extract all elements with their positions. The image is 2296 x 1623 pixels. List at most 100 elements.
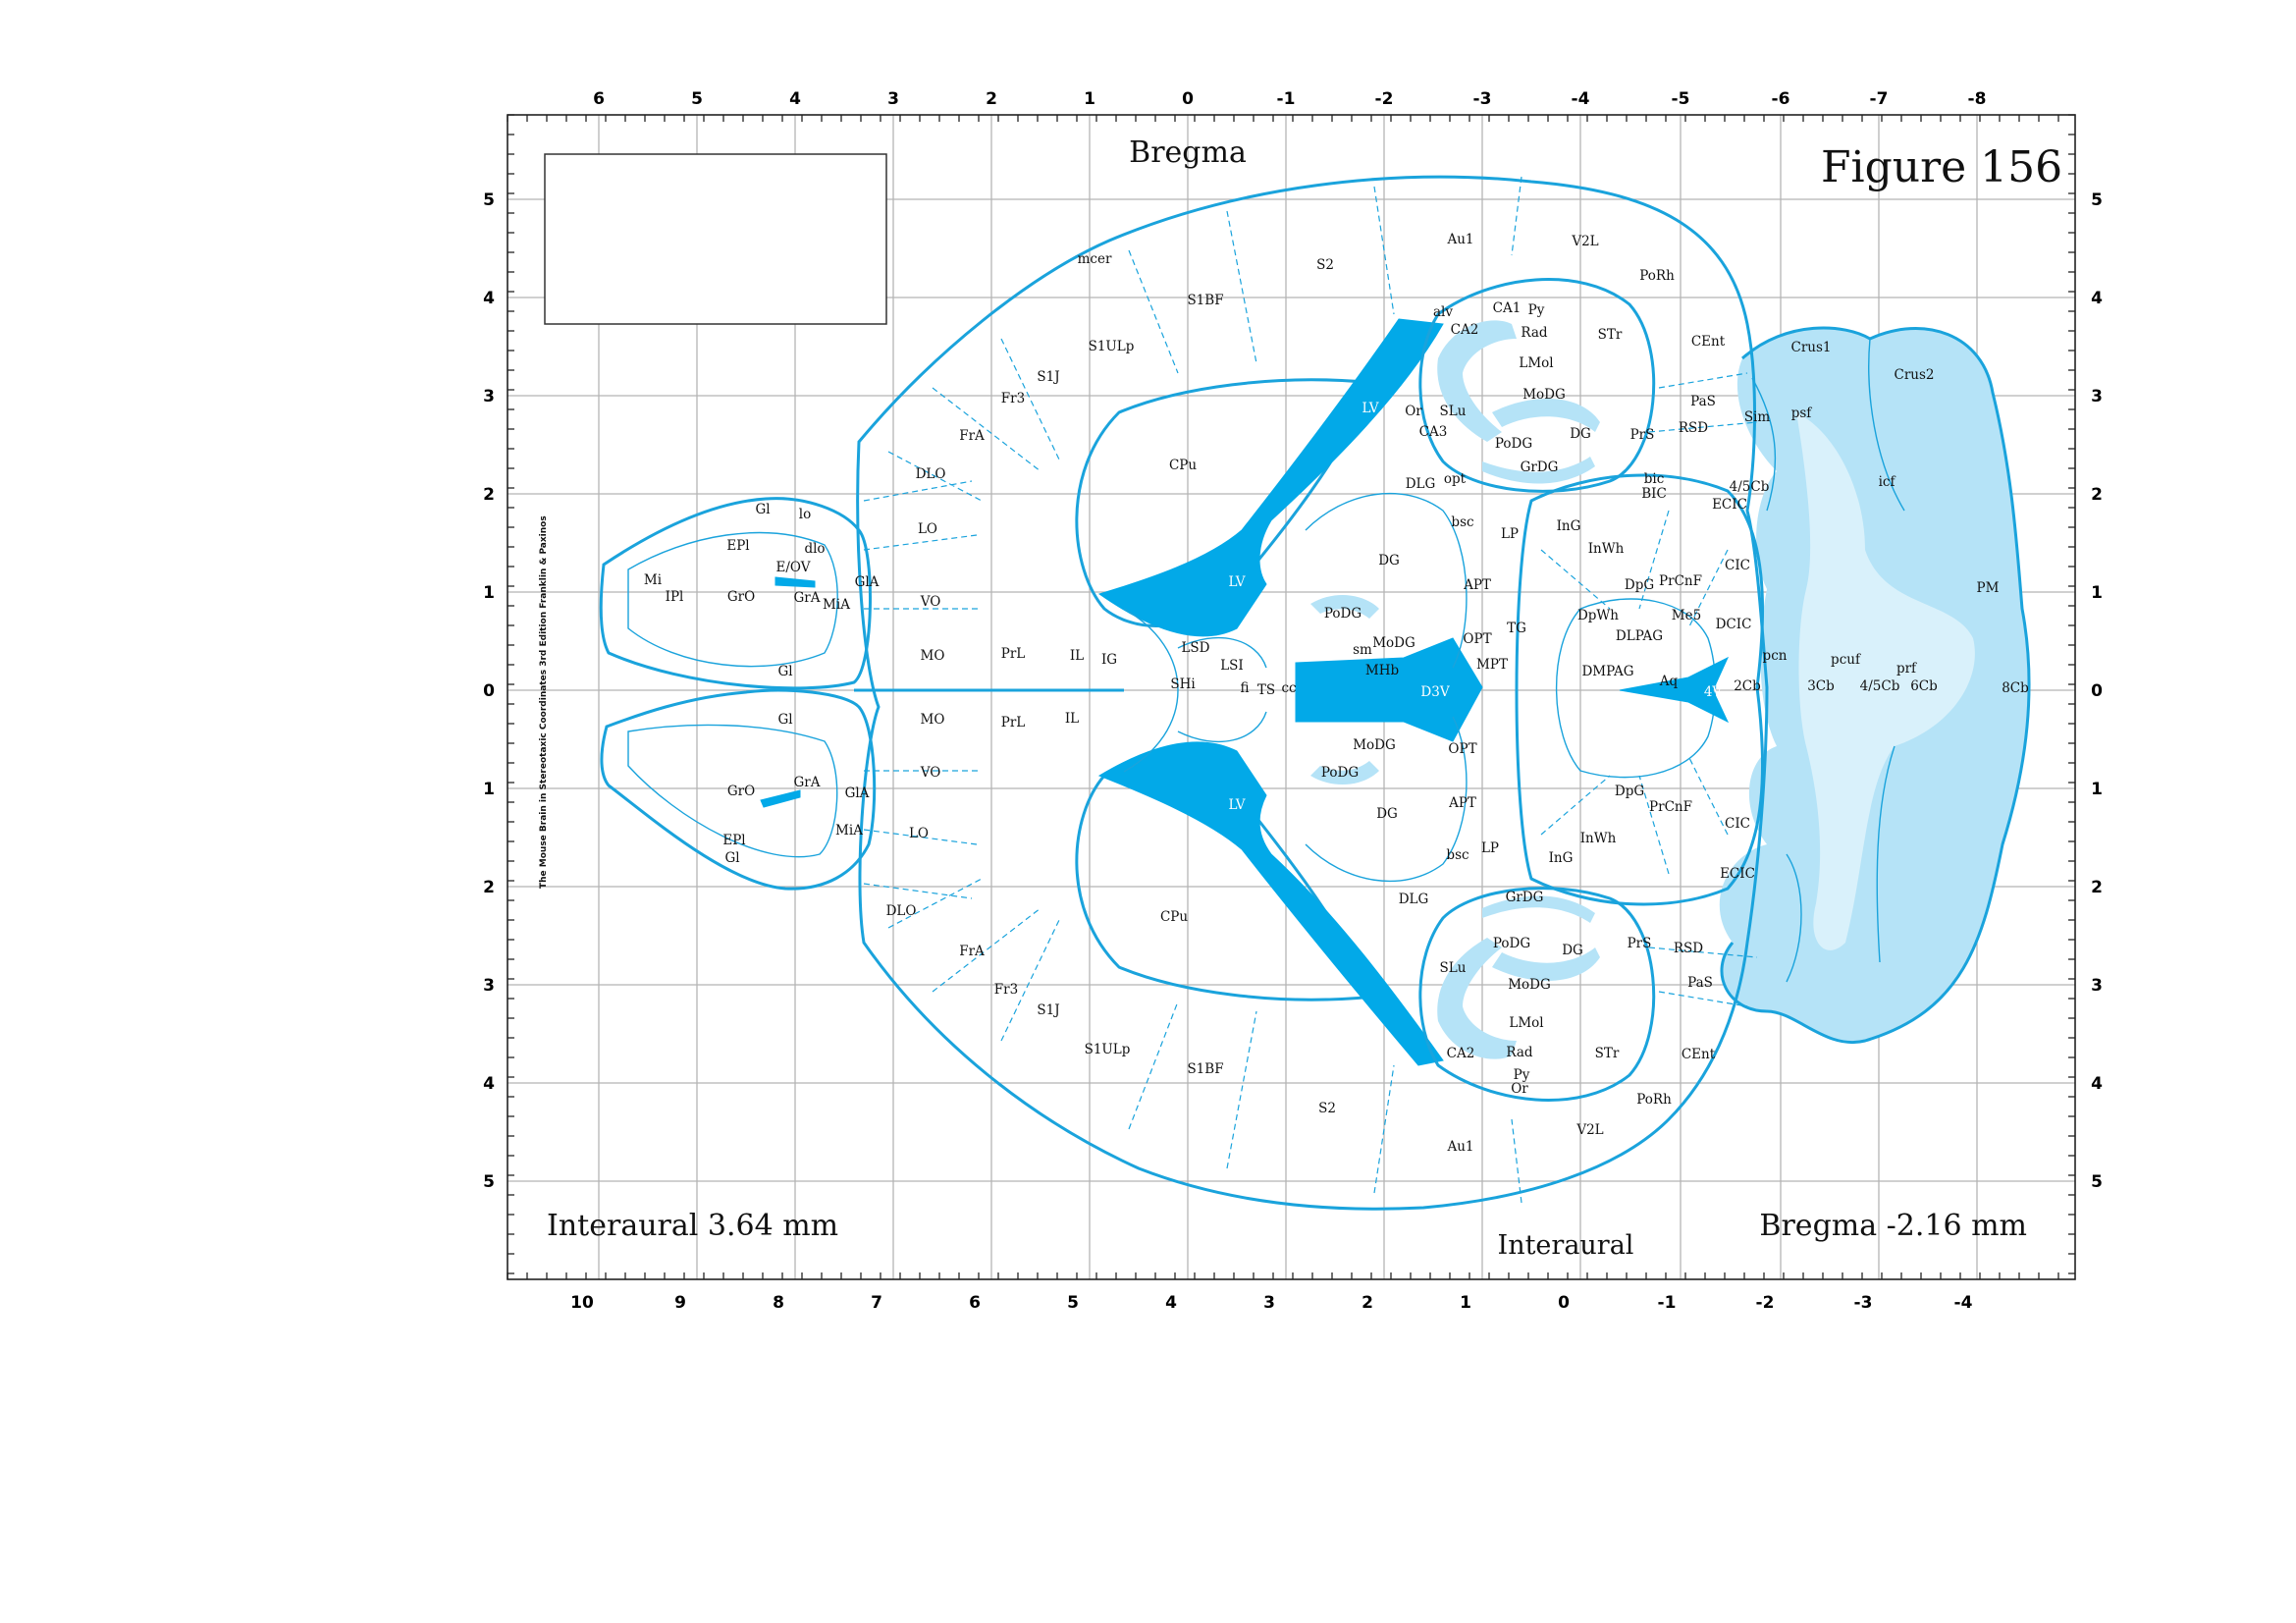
bottom-tick-label: -2 <box>1756 1293 1775 1313</box>
right-tick-label: 4 <box>2091 1074 2103 1094</box>
region-label-upper-v2l: V2L <box>1571 234 1598 249</box>
olfactory-inner-upper <box>627 531 838 668</box>
region-label-upper-cic: CIC <box>1725 558 1750 573</box>
region-label-olfactory-gla2: GlA <box>845 785 870 801</box>
credit-line: The Mouse Brain in Stereotaxic Coordinat… <box>539 515 549 889</box>
region-label-lower-pas: PaS <box>1687 975 1713 991</box>
region-label-upper-s1bf: S1BF <box>1187 293 1223 308</box>
region-label-upper-pas: PaS <box>1690 394 1716 409</box>
dentate-gyrus-lower <box>1482 895 1600 981</box>
region-label-lower-podg: PoDG <box>1321 765 1359 781</box>
region-label-cerebellum-crus1: Crus1 <box>1791 340 1832 355</box>
dentate-gyrus-upper <box>1482 399 1600 484</box>
top-tick-label: 1 <box>1084 89 1095 109</box>
podg-shapes <box>1310 594 1379 785</box>
brain-section <box>599 175 2031 1211</box>
region-label-lower-lmol: LMol <box>1509 1015 1543 1031</box>
region-label-cerebellum-pcuf: pcuf <box>1831 652 1861 668</box>
bottom-tick-label: 10 <box>570 1293 594 1313</box>
region-label-upper-lv2: LV <box>1228 574 1245 590</box>
region-label-olfactory-gl_mid: Gl <box>777 664 792 679</box>
region-label-upper-modg: MoDG <box>1522 387 1566 403</box>
region-label-olfactory-epl: EPl <box>726 538 749 554</box>
left-tick-label: 2 <box>483 878 495 897</box>
region-label-upper-or: Or <box>1405 404 1422 419</box>
region-label-lower-lo: LO <box>909 826 929 841</box>
aqueduct <box>1619 656 1730 724</box>
region-label-lower-v2l: V2L <box>1575 1122 1603 1138</box>
cerebellum-folia <box>1751 338 1905 983</box>
region-label-upper-inwh: InWh <box>1588 541 1625 557</box>
region-label-upper-cent: CEnt <box>1691 334 1726 350</box>
region-label-lower-au1: Au1 <box>1446 1139 1473 1155</box>
cerebellum-outline <box>1720 326 2031 1045</box>
region-label-lower-dlo: DLO <box>886 903 917 919</box>
region-label-lower-vo: VO <box>920 765 941 781</box>
region-label-olfactory-epl2: EPl <box>722 833 745 848</box>
left-tick-label: 3 <box>483 976 495 996</box>
region-label-lower-porh: PoRh <box>1636 1092 1672 1108</box>
left-tick-label: 0 <box>483 681 495 701</box>
region-label-upper-opt: opt <box>1444 471 1467 487</box>
olfactory-ventricle <box>760 576 816 808</box>
region-label-upper-dg: DG <box>1570 426 1591 442</box>
region-label-cerebellum-sim: Sim <box>1744 409 1771 425</box>
region-label-upper-au1: Au1 <box>1446 232 1473 247</box>
region-labels: mcer S2 Au1 V2L PoRh S1BF S1ULp S1J Fr3 FrA DLO LO V… <box>644 232 2029 1155</box>
blank-label-box <box>544 153 887 325</box>
region-label-lower-il: IL <box>1065 711 1079 727</box>
region-label-lower-dlg: DLG <box>1399 892 1429 907</box>
region-label-upper-ing: InG <box>1557 518 1581 534</box>
region-label-olfactory-gl_top: Gl <box>755 502 770 517</box>
region-label-upper-mcer: mcer <box>1078 251 1112 267</box>
region-label-lower-str: STr <box>1595 1046 1620 1061</box>
region-label-upper-me5: Me5 <box>1672 608 1701 623</box>
bottom-tick-label: 5 <box>1067 1293 1079 1313</box>
right-tick-label: 3 <box>2091 976 2103 996</box>
top-tick-label: 5 <box>691 89 703 109</box>
region-label-olfactory-dlo: dlo <box>804 541 825 557</box>
left-tick-label: 1 <box>483 583 495 603</box>
region-label-lower-prs: PrS <box>1628 936 1652 951</box>
interaural-caption: Interaural 3.64 mm <box>547 1209 838 1243</box>
region-label-olfactory-e_ov: E/OV <box>776 560 811 575</box>
bottom-tick-label: -4 <box>1954 1293 1973 1313</box>
bottom-tick-label: 0 <box>1558 1293 1570 1313</box>
region-label-lower-dg2: DG <box>1562 943 1583 958</box>
region-label-upper-ca2: CA2 <box>1451 322 1479 338</box>
region-label-upper-prs: PrS <box>1630 427 1655 443</box>
region-label-upper-il: IL <box>1070 648 1084 664</box>
region-label-upper-dpg: DpG <box>1625 577 1654 593</box>
region-label-upper-d3v: D3V <box>1420 684 1449 700</box>
olfactory-inner-lower <box>627 724 838 858</box>
region-label-lower-ecic: ECIC <box>1720 866 1755 882</box>
region-label-lower-cent: CEnt <box>1682 1047 1716 1062</box>
region-label-lower-cic: CIC <box>1725 816 1750 832</box>
region-label-olfactory-mia: MiA <box>823 597 850 613</box>
region-label-cerebellum-prf: prf <box>1896 661 1917 676</box>
region-label-cerebellum-eightcb: 8Cb <box>2002 680 2029 696</box>
cerebellum-white-matter <box>1796 412 1975 950</box>
top-tick-label: 2 <box>986 89 997 109</box>
region-label-lower-grdg: GrDG <box>1506 890 1544 905</box>
region-label-cerebellum-threecb: 3Cb <box>1807 678 1835 694</box>
region-label-upper-dcic: DCIC <box>1716 617 1752 632</box>
right-tick-label: 5 <box>2091 1172 2103 1192</box>
region-label-upper-aq: Aq <box>1659 674 1679 689</box>
region-label-lower-modg2: MoDG <box>1508 977 1551 993</box>
region-label-lower-s1ulp: S1ULp <box>1085 1042 1131 1057</box>
left-tick-label: 4 <box>483 289 495 308</box>
region-label-lower-s1j: S1J <box>1037 1002 1059 1018</box>
bregma-top-label: Bregma <box>1129 135 1247 170</box>
bottom-tick-label: 9 <box>674 1293 686 1313</box>
region-label-upper-ca1: CA1 <box>1493 300 1522 316</box>
region-label-cerebellum-crus2: Crus2 <box>1895 367 1935 383</box>
region-label-upper-bsc: bsc <box>1451 514 1473 530</box>
region-label-lower-dpg: DpG <box>1615 784 1644 799</box>
region-label-lower-py: Py <box>1514 1067 1530 1083</box>
region-label-upper-lsi: LSI <box>1220 658 1244 674</box>
region-label-upper-dlg: DLG <box>1406 476 1436 492</box>
left-tick-label: 5 <box>483 1172 495 1192</box>
cortex-divisions <box>863 176 1758 1204</box>
region-label-cerebellum-icf: icf <box>1879 474 1896 490</box>
